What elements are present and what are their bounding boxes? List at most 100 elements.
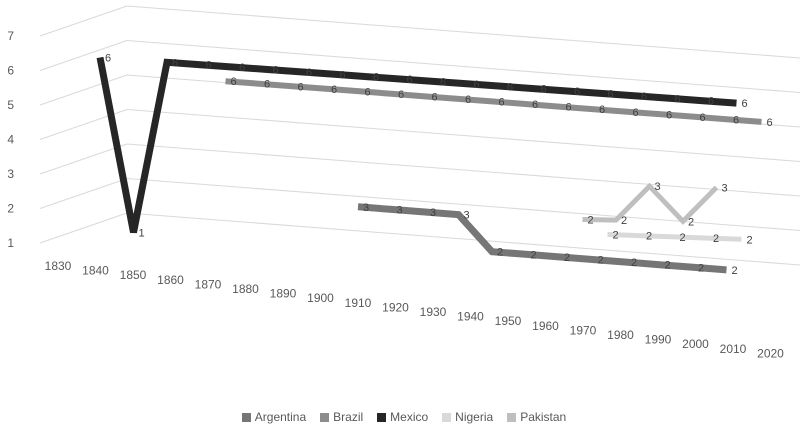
data-label: 2 xyxy=(564,252,570,264)
legend-item-mexico: Mexico xyxy=(377,410,428,424)
gridline-side xyxy=(40,75,127,105)
data-label: 2 xyxy=(713,233,719,245)
gridline-side xyxy=(40,213,127,243)
data-label: 3 xyxy=(430,207,436,219)
data-label: 6 xyxy=(432,91,438,103)
x-tick-label: 2010 xyxy=(720,342,747,356)
data-label: 6 xyxy=(708,96,714,108)
data-label: 6 xyxy=(666,109,672,121)
data-label: 2 xyxy=(680,232,686,244)
data-label: 2 xyxy=(646,231,652,243)
y-tick-label: 2 xyxy=(7,202,14,216)
series-line-nigeria xyxy=(608,235,742,240)
legend-label: Pakistan xyxy=(520,410,566,424)
y-tick-label: 6 xyxy=(7,64,14,78)
x-tick-label: 1980 xyxy=(607,328,634,342)
legend-item-brazil: Brazil xyxy=(320,410,363,424)
data-label: 2 xyxy=(747,234,753,246)
series-line-pakistan xyxy=(583,186,717,221)
legend: Argentina Brazil Mexico Nigeria Pakistan xyxy=(0,410,808,424)
data-label: 6 xyxy=(733,114,739,126)
data-label: 6 xyxy=(767,117,773,129)
data-label: 6 xyxy=(608,89,614,101)
data-label: 6 xyxy=(742,98,748,110)
gridline xyxy=(127,144,800,196)
x-tick-label: 1940 xyxy=(457,310,484,324)
legend-swatch xyxy=(377,413,386,422)
data-label: 6 xyxy=(541,84,547,96)
data-label: 2 xyxy=(631,257,637,269)
x-tick-label: 1990 xyxy=(645,333,672,347)
data-label: 6 xyxy=(407,74,413,86)
x-tick-label: 1910 xyxy=(345,296,372,310)
data-label: 3 xyxy=(464,210,470,222)
data-label: 6 xyxy=(239,62,245,74)
legend-label: Mexico xyxy=(390,410,428,424)
legend-swatch xyxy=(320,413,329,422)
data-label: 6 xyxy=(566,102,572,114)
data-label: 6 xyxy=(440,77,446,89)
x-tick-label: 1900 xyxy=(307,291,334,305)
data-label: 2 xyxy=(497,247,503,259)
legend-item-pakistan: Pakistan xyxy=(507,410,566,424)
legend-label: Nigeria xyxy=(455,410,493,424)
y-tick-label: 7 xyxy=(7,29,14,43)
gridline-side xyxy=(40,6,127,36)
data-label: 3 xyxy=(722,182,728,194)
data-label: 2 xyxy=(665,260,671,272)
x-tick-label: 1860 xyxy=(157,273,184,287)
data-label: 6 xyxy=(365,86,371,98)
data-label: 6 xyxy=(206,60,212,72)
legend-item-argentina: Argentina xyxy=(242,410,306,424)
data-label: 6 xyxy=(264,79,270,91)
legend-item-nigeria: Nigeria xyxy=(442,410,493,424)
data-label: 6 xyxy=(474,79,480,91)
legend-swatch xyxy=(507,413,516,422)
gridline-side xyxy=(40,179,127,209)
data-label: 6 xyxy=(273,65,279,77)
data-label: 6 xyxy=(574,86,580,98)
data-label: 6 xyxy=(507,81,513,93)
y-tick-label: 3 xyxy=(7,167,14,181)
x-tick-label: 2000 xyxy=(682,337,709,351)
x-tick-label: 2020 xyxy=(757,346,784,360)
data-label: 6 xyxy=(641,91,647,103)
data-label: 6 xyxy=(373,72,379,84)
chart-plot: 1 2 3 4 5 6 7 1830 1840 1850 1860 1870 1880 1890 1900 1… xyxy=(0,0,808,410)
x-tick-label: 1840 xyxy=(82,264,109,278)
series-line-mexico xyxy=(100,58,737,233)
data-label: 6 xyxy=(340,69,346,81)
gridline-side xyxy=(40,41,127,71)
data-label: 6 xyxy=(398,89,404,101)
data-label: 6 xyxy=(532,99,538,111)
x-tick-label: 1930 xyxy=(420,305,447,319)
data-label: 3 xyxy=(363,202,369,214)
x-tick-label: 1960 xyxy=(532,319,559,333)
legend-swatch xyxy=(442,413,451,422)
data-label: 2 xyxy=(588,215,594,227)
data-label: 6 xyxy=(675,93,681,105)
data-label: 6 xyxy=(105,53,111,65)
data-label: 6 xyxy=(306,67,312,79)
x-tick-label: 1970 xyxy=(570,323,597,337)
data-label: 6 xyxy=(172,57,178,69)
data-label: 2 xyxy=(598,255,604,267)
data-label: 6 xyxy=(633,107,639,119)
x-tick-label: 1920 xyxy=(382,300,409,314)
legend-label: Brazil xyxy=(333,410,363,424)
data-label: 6 xyxy=(231,76,237,88)
y-tick-label: 5 xyxy=(7,98,14,112)
data-label: 6 xyxy=(499,97,505,109)
x-tick-label: 1950 xyxy=(495,314,522,328)
data-label: 2 xyxy=(688,216,694,228)
gridline xyxy=(127,6,800,58)
data-label: 6 xyxy=(298,81,304,93)
x-tick-label: 1830 xyxy=(45,259,72,273)
data-label: 3 xyxy=(655,181,661,193)
data-label: 6 xyxy=(599,104,605,116)
data-label: 3 xyxy=(397,204,403,216)
x-tick-label: 1880 xyxy=(232,282,259,296)
data-label: 1 xyxy=(139,227,145,239)
x-tick-label: 1870 xyxy=(195,277,222,291)
